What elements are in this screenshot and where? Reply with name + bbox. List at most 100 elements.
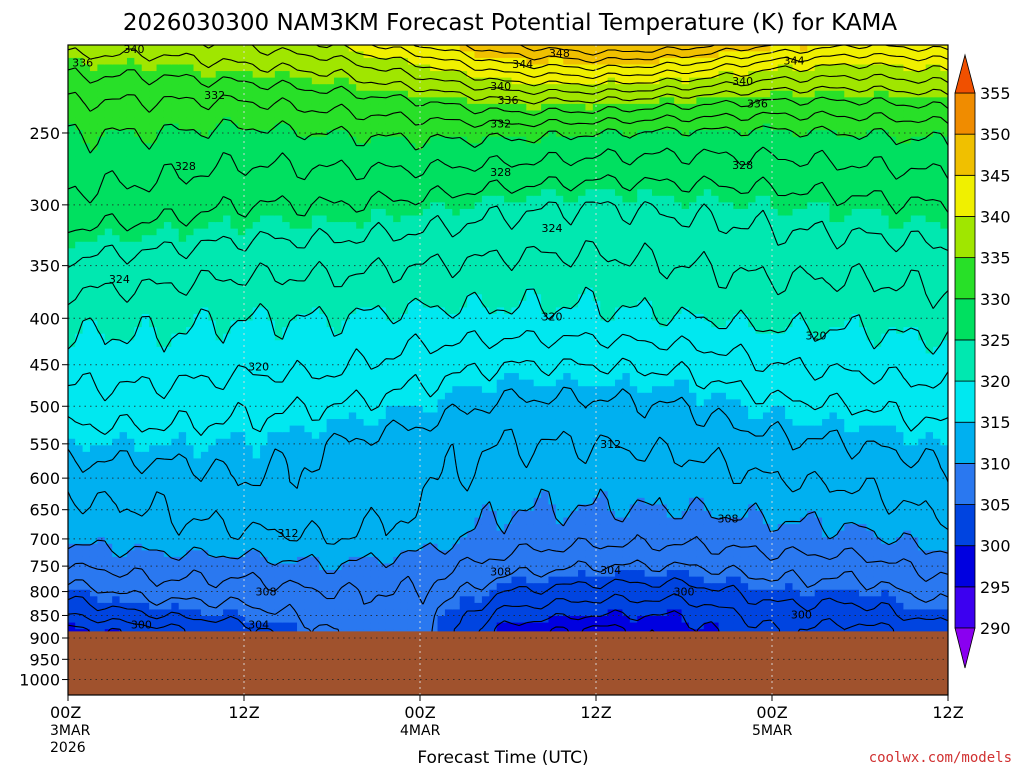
theta-fill-cell — [186, 281, 195, 289]
theta-fill-cell — [82, 359, 91, 368]
theta-fill-cell — [370, 320, 379, 328]
theta-fill-cell — [89, 353, 98, 361]
theta-fill-cell — [252, 491, 261, 499]
theta-fill-cell — [119, 399, 128, 407]
theta-fill-cell — [348, 465, 357, 473]
theta-fill-cell — [274, 51, 283, 59]
theta-fill-cell — [82, 386, 91, 394]
theta-fill-cell — [252, 563, 261, 571]
theta-fill-cell — [82, 524, 91, 532]
theta-fill-cell — [356, 268, 365, 276]
theta-fill-cell — [223, 465, 232, 473]
theta-fill-cell — [156, 287, 165, 295]
theta-fill-cell — [230, 484, 239, 492]
theta-fill-cell — [415, 84, 424, 92]
theta-fill-cell — [422, 156, 431, 164]
theta-fill-cell — [178, 77, 187, 85]
theta-fill-cell — [385, 123, 394, 131]
theta-fill-cell — [400, 202, 409, 210]
theta-fill-cell — [171, 51, 180, 59]
theta-fill-cell — [89, 596, 98, 604]
theta-fill-cell — [348, 550, 357, 558]
theta-fill-cell — [356, 156, 365, 164]
theta-fill-cell — [393, 609, 402, 617]
theta-fill-cell — [215, 300, 224, 309]
theta-fill-cell — [415, 110, 424, 118]
theta-fill-cell — [75, 616, 84, 624]
theta-fill-cell — [237, 379, 246, 387]
theta-fill-cell — [348, 596, 357, 604]
theta-fill-cell — [237, 215, 246, 223]
theta-fill-cell — [134, 419, 143, 427]
theta-fill-cell — [141, 281, 150, 289]
theta-fill-cell — [334, 602, 343, 611]
theta-fill-cell — [370, 77, 379, 85]
theta-fill-cell — [141, 583, 150, 591]
theta-fill-cell — [75, 71, 84, 79]
theta-fill-cell — [274, 556, 283, 565]
theta-fill-cell — [134, 596, 143, 604]
theta-fill-cell — [208, 497, 217, 505]
theta-fill-cell — [341, 90, 350, 98]
theta-fill-cell — [370, 84, 379, 92]
theta-fill-cell — [200, 176, 209, 184]
theta-fill-cell — [141, 300, 150, 309]
theta-fill-cell — [112, 373, 121, 381]
theta-fill-cell — [415, 359, 424, 368]
theta-fill-cell — [393, 425, 402, 433]
theta-fill-cell — [430, 491, 439, 499]
theta-fill-cell — [237, 307, 246, 315]
theta-fill-cell — [89, 281, 98, 289]
theta-fill-cell — [393, 432, 402, 440]
theta-fill-cell — [260, 182, 269, 190]
theta-fill-cell — [208, 353, 217, 361]
theta-fill-cell — [119, 497, 128, 505]
theta-fill-cell — [97, 84, 106, 92]
theta-fill-cell — [400, 117, 409, 125]
theta-fill-cell — [252, 458, 261, 466]
theta-fill-cell — [304, 149, 313, 158]
theta-fill-cell — [89, 359, 98, 368]
theta-fill-cell — [186, 268, 195, 276]
theta-fill-cell — [415, 169, 424, 177]
theta-fill-cell — [178, 622, 187, 630]
theta-fill-cell — [400, 576, 409, 584]
theta-fill-cell — [422, 412, 431, 420]
theta-fill-cell — [393, 195, 402, 203]
theta-fill-cell — [260, 425, 269, 433]
theta-fill-cell — [252, 117, 261, 125]
theta-fill-cell — [230, 517, 239, 525]
theta-fill-cell — [341, 563, 350, 571]
theta-fill-cell — [260, 189, 269, 197]
theta-fill-cell — [422, 300, 431, 309]
theta-fill-cell — [341, 550, 350, 558]
theta-fill-cell — [186, 510, 195, 519]
theta-fill-cell — [282, 202, 291, 210]
theta-fill-cell — [68, 110, 76, 118]
theta-fill-cell — [149, 419, 158, 427]
theta-fill-cell — [334, 405, 343, 414]
theta-fill-cell — [163, 556, 172, 565]
theta-fill-cell — [282, 215, 291, 223]
theta-fill-cell — [289, 471, 298, 479]
theta-fill-cell — [193, 320, 202, 328]
theta-fill-cell — [289, 419, 298, 427]
theta-fill-cell — [304, 589, 313, 597]
theta-fill-cell — [267, 399, 276, 407]
theta-fill-cell — [126, 517, 135, 525]
theta-fill-cell — [378, 169, 387, 177]
theta-fill-cell — [186, 602, 195, 611]
theta-fill-cell — [156, 149, 165, 158]
theta-fill-cell — [385, 320, 394, 328]
theta-fill-cell — [237, 182, 246, 190]
theta-fill-cell — [274, 392, 283, 400]
theta-fill-cell — [393, 274, 402, 282]
theta-fill-cell — [370, 313, 379, 322]
theta-fill-cell — [274, 386, 283, 394]
theta-fill-cell — [311, 589, 320, 597]
theta-fill-cell — [200, 281, 209, 289]
theta-fill-cell — [407, 609, 416, 617]
theta-fill-cell — [112, 491, 121, 499]
theta-fill-cell — [112, 412, 121, 420]
theta-fill-cell — [407, 110, 416, 118]
